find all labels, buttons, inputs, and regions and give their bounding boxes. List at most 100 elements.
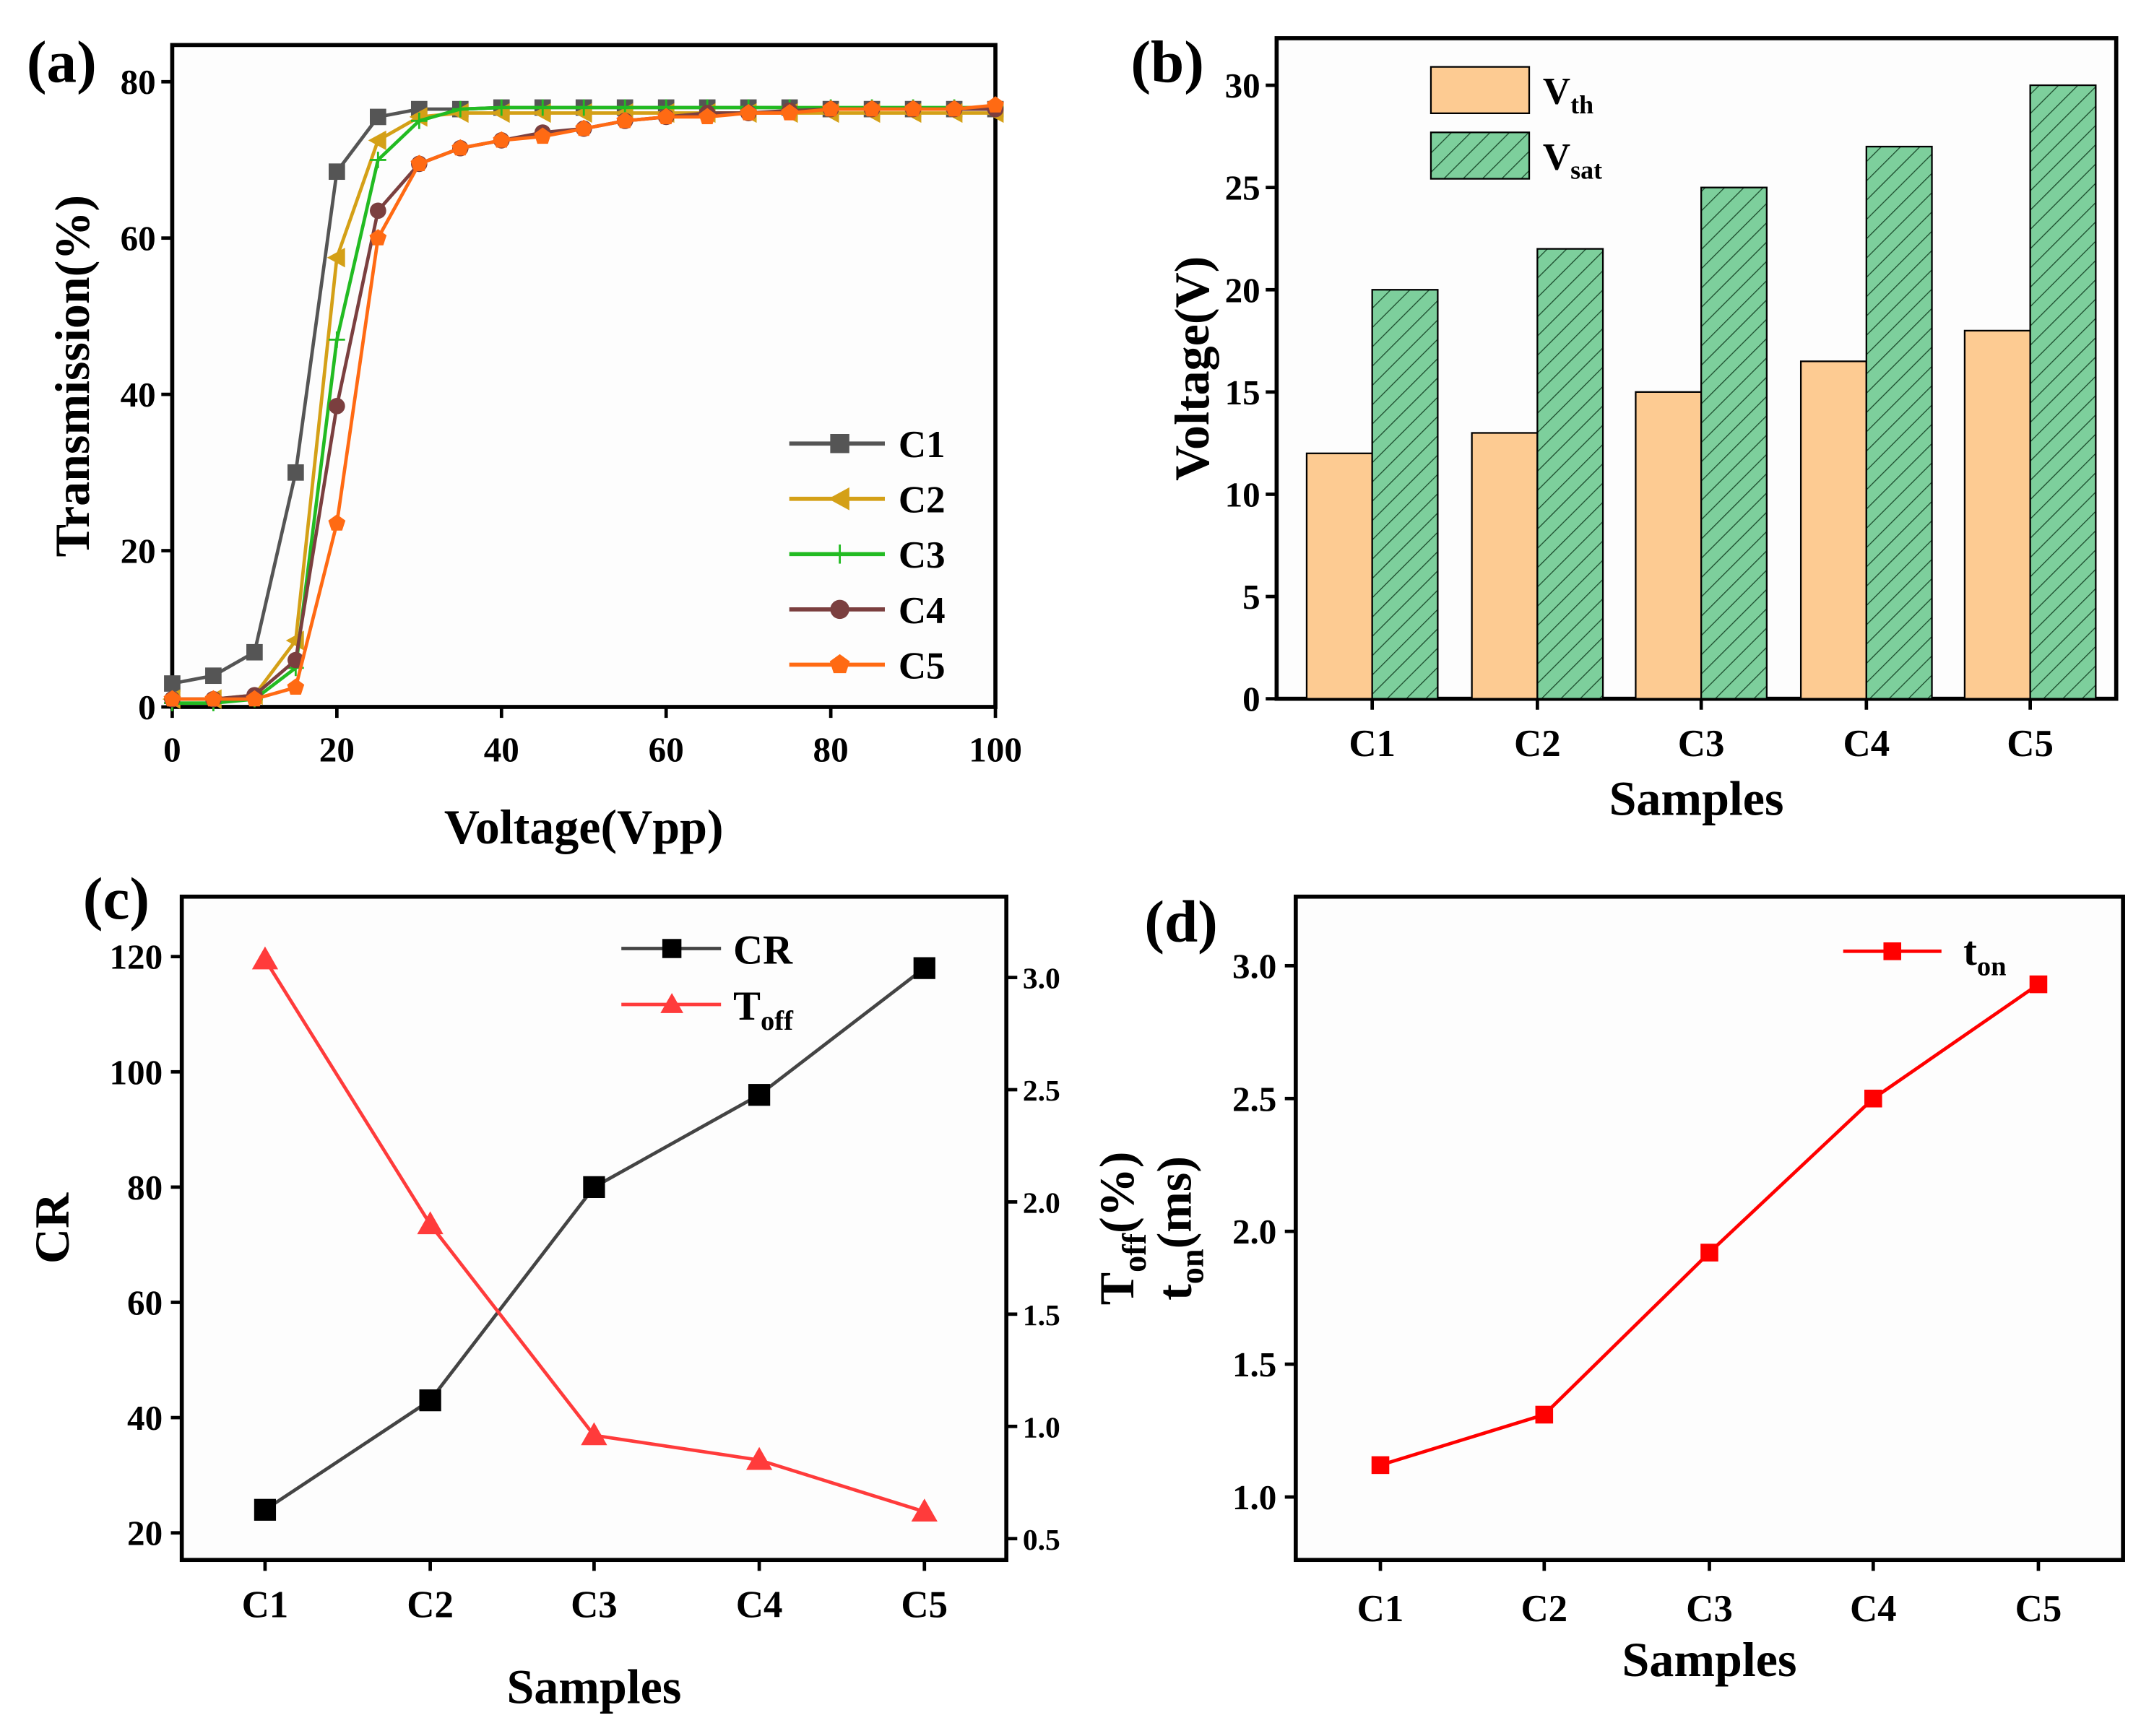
legend-marker-C2 <box>828 487 849 511</box>
y-axis-title: ton(ms) <box>1146 1156 1211 1301</box>
x-tick-label: C2 <box>407 1584 454 1626</box>
y-tick-label-left: 120 <box>110 937 163 977</box>
data-point-C5 <box>163 690 181 707</box>
legend-marker-C3 <box>830 544 849 564</box>
x-tick-label: 100 <box>969 730 1022 770</box>
data-point-C5 <box>863 100 881 117</box>
legend-label: Vsat <box>1543 136 1602 184</box>
data-point-ton <box>1371 1456 1390 1475</box>
data-point-C1 <box>369 108 386 126</box>
x-tick-label: 40 <box>484 730 519 770</box>
legend-label: C1 <box>899 424 946 466</box>
x-tick-label: C3 <box>1678 723 1725 765</box>
y-tick-label: 80 <box>121 62 156 102</box>
data-point-C5 <box>493 131 511 148</box>
y-tick-label: 1.0 <box>1232 1477 1276 1517</box>
data-point-C5 <box>657 108 675 125</box>
legend-label-sub: sat <box>1570 156 1602 185</box>
data-point-C5 <box>451 139 470 156</box>
legend-label: C2 <box>899 479 946 521</box>
data-point-C4 <box>329 398 345 415</box>
y-tick-label: 2.0 <box>1232 1212 1276 1251</box>
y-axis-title-right-rest: (%) <box>1089 1152 1144 1233</box>
legend-label-main: CR <box>733 927 793 973</box>
y-axis-title-sub: on <box>1174 1249 1211 1284</box>
x-tick-label: 0 <box>163 730 181 770</box>
legend-label: CR <box>733 927 793 973</box>
data-point-C1 <box>287 464 304 481</box>
panel-c-plot-area <box>179 894 1009 1563</box>
y-axis-title: Transmission(%) <box>45 195 100 557</box>
y-tick-label: 60 <box>121 219 156 259</box>
data-point-CR <box>748 1084 771 1106</box>
panel-d-label: (d) <box>1144 888 1218 955</box>
legend-label-main: t <box>1963 929 1977 974</box>
data-point-CR <box>583 1176 605 1199</box>
data-point-CR <box>913 957 935 979</box>
data-point-C3 <box>329 331 345 348</box>
data-point-C2 <box>368 130 386 151</box>
legend-label: C3 <box>899 534 946 576</box>
legend-label-sub: on <box>1977 951 2007 981</box>
y-tick-label-right: 2.0 <box>1023 1186 1060 1220</box>
data-point-C5 <box>822 100 839 117</box>
legend-label: Vth <box>1543 71 1593 119</box>
legend-label-sub: th <box>1570 90 1593 119</box>
data-point-C5 <box>987 96 1004 113</box>
data-point-C1 <box>205 667 222 685</box>
x-axis-title: Samples <box>506 1659 681 1714</box>
data-point-C3 <box>493 99 510 116</box>
x-tick-label: C4 <box>1850 1588 1897 1630</box>
data-point-CR <box>419 1389 441 1412</box>
y-tick-label: 30 <box>1225 66 1260 105</box>
x-tick-label: C3 <box>1686 1588 1733 1630</box>
data-point-C5 <box>616 111 634 129</box>
x-tick-label: C4 <box>736 1584 783 1626</box>
bar-Vsat-C1 <box>1371 289 1439 700</box>
legend-marker-C5 <box>829 654 850 674</box>
data-point-C5 <box>575 119 593 136</box>
legend-marker-CR <box>662 939 682 958</box>
bar-Vth-C2 <box>1471 432 1539 700</box>
data-point-Toff <box>745 1446 773 1470</box>
legend-marker <box>1883 942 1902 960</box>
y-tick-label-left: 100 <box>110 1052 163 1092</box>
data-point-C3 <box>575 99 592 116</box>
y-tick-label: 1.5 <box>1232 1345 1276 1384</box>
legend-marker-C1 <box>830 434 849 453</box>
y-tick-label-left: 80 <box>127 1168 163 1207</box>
y-tick-label-right: 2.5 <box>1023 1074 1060 1107</box>
y-axis-title-right-sub: off <box>1117 1233 1154 1272</box>
bar-Vth-C1 <box>1305 452 1373 700</box>
x-tick-label: C3 <box>571 1584 618 1626</box>
y-axis-title-right: Toff(%) <box>1089 1152 1154 1306</box>
x-tick-label: C5 <box>901 1584 948 1626</box>
data-point-C1 <box>164 675 181 692</box>
legend-swatch-Vth <box>1430 66 1531 114</box>
y-tick-label-left: 60 <box>127 1283 163 1322</box>
y-tick-label: 0 <box>1242 680 1260 719</box>
legend-label-main: V <box>1543 136 1570 178</box>
panel-c-label: (c) <box>83 865 150 932</box>
x-axis-title: Samples <box>1609 771 1784 825</box>
x-tick-label: 60 <box>649 730 684 770</box>
data-point-C5 <box>287 678 305 695</box>
y-tick-label-left: 40 <box>127 1398 163 1438</box>
data-point-ton <box>2029 975 2048 994</box>
y-tick-label-left: 20 <box>127 1514 163 1553</box>
data-point-Toff <box>911 1498 938 1522</box>
y-axis-title-left: CR <box>25 1192 79 1264</box>
data-point-Toff <box>417 1211 444 1235</box>
x-axis-title: Voltage(Vpp) <box>444 799 724 854</box>
data-point-C1 <box>329 163 345 181</box>
y-tick-label-right: 3.0 <box>1023 962 1060 995</box>
data-point-C5 <box>410 155 428 171</box>
data-point-C5 <box>781 104 799 121</box>
y-tick-label: 2.5 <box>1232 1079 1276 1119</box>
legend-marker-C4 <box>830 599 849 620</box>
y-tick-label: 10 <box>1225 474 1260 514</box>
data-point-Toff <box>251 946 279 970</box>
data-point-ton <box>1700 1244 1718 1262</box>
panel-a-label: (a) <box>27 28 97 95</box>
bar-Vth-C5 <box>1963 329 2031 700</box>
